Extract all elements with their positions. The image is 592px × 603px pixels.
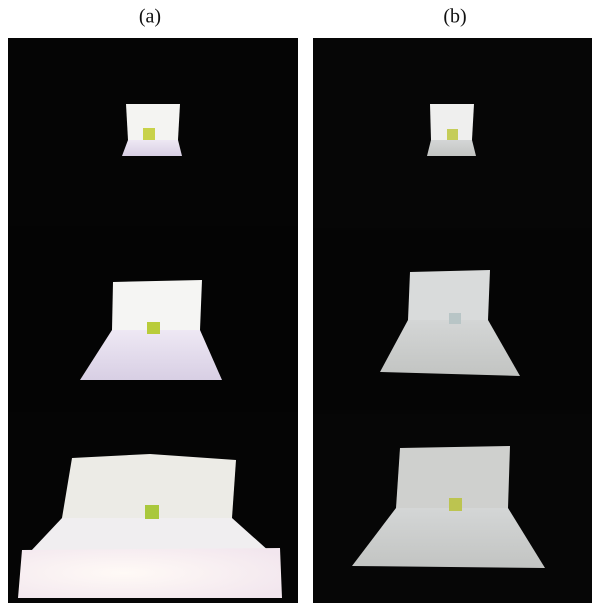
cube [447, 129, 458, 140]
cube [143, 128, 155, 140]
cube [449, 313, 461, 324]
cube [449, 498, 462, 511]
paper-floor [30, 518, 270, 552]
panel-label: (b) [443, 6, 466, 28]
paper-wall [62, 454, 236, 518]
panel-label: (a) [139, 6, 161, 28]
photo-column-b [313, 38, 592, 603]
paper-wall [430, 104, 474, 140]
paper-floor [352, 508, 545, 568]
paper-wall [112, 280, 202, 330]
paper-floor [122, 140, 182, 156]
paper-floor [380, 320, 520, 376]
paper-wall [408, 270, 490, 320]
paper-floor [80, 330, 222, 380]
photo-column-a [8, 38, 298, 603]
cube [145, 505, 159, 519]
cube [147, 322, 160, 334]
paper-floor [427, 140, 476, 156]
paper-wall [126, 104, 180, 140]
paper-wall [396, 446, 510, 508]
paper-front [18, 548, 282, 598]
